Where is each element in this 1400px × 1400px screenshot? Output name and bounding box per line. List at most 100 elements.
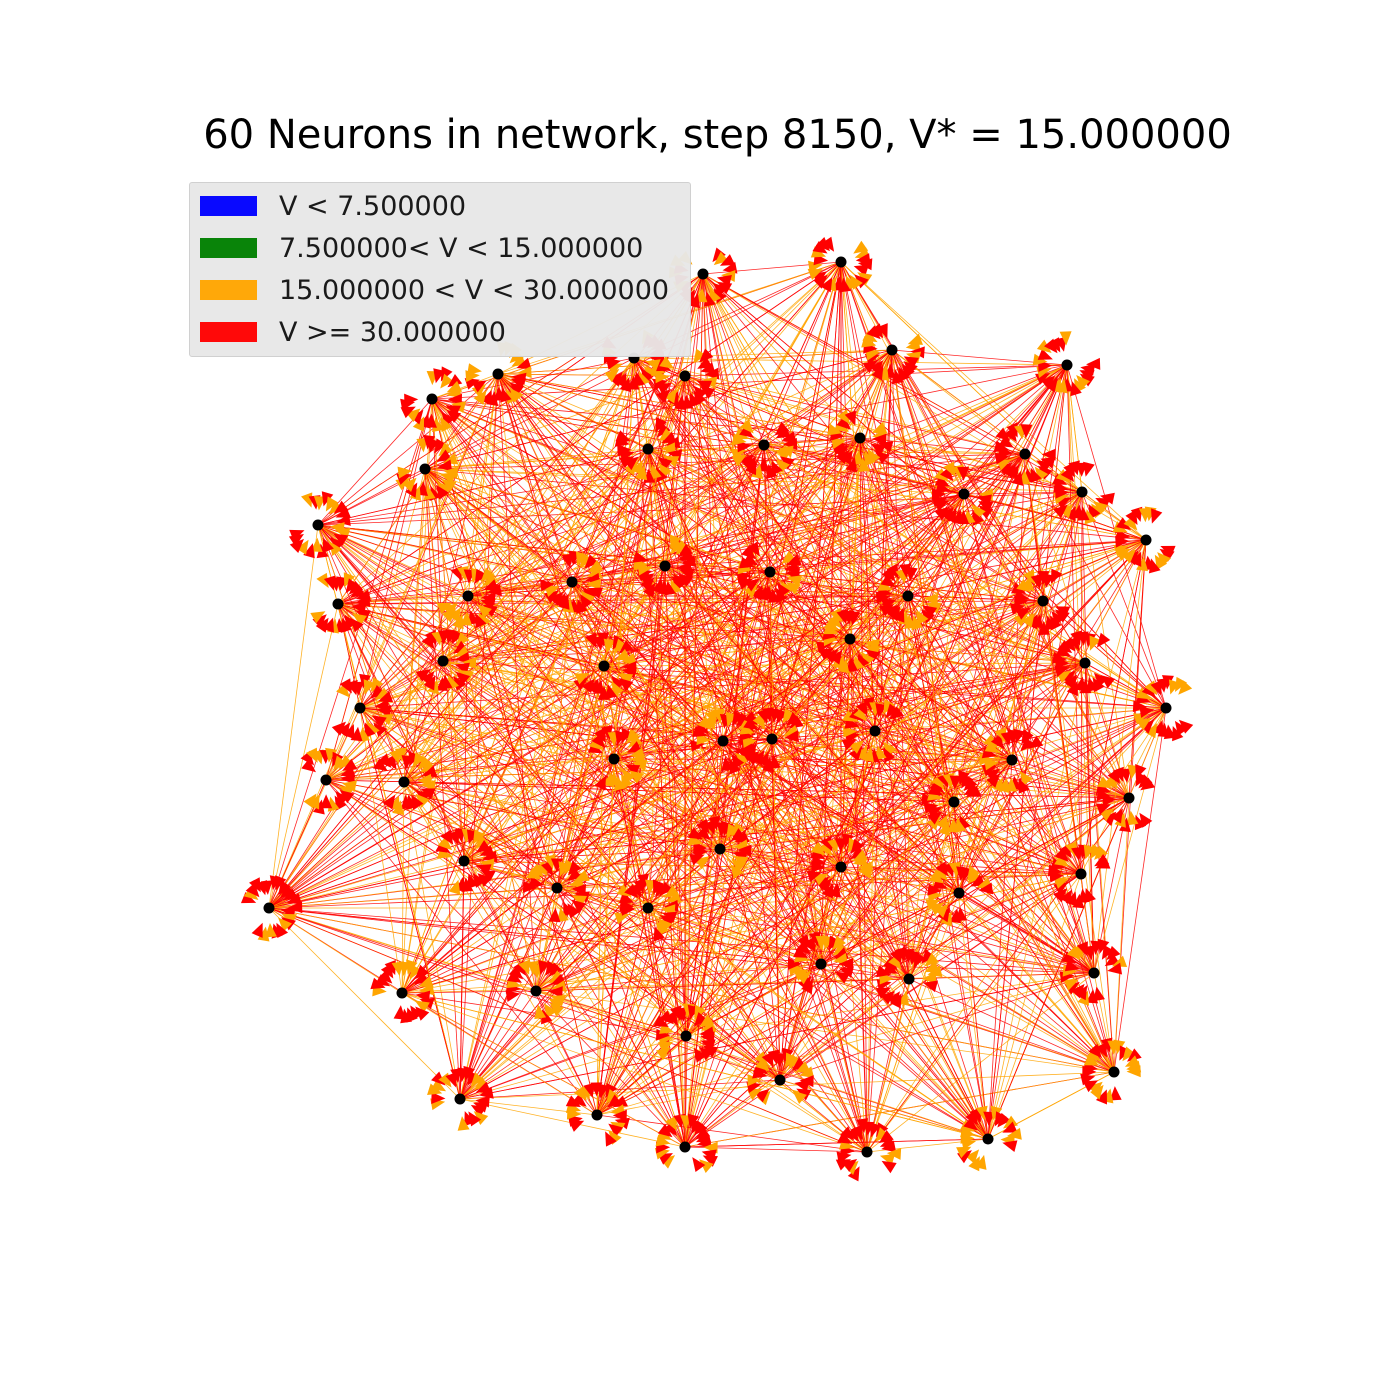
arrowhead xyxy=(966,785,982,797)
arrowhead xyxy=(612,1109,627,1122)
edge xyxy=(571,581,955,803)
arrowhead xyxy=(1054,336,1067,352)
arrowhead xyxy=(479,858,495,871)
arrowhead xyxy=(957,466,970,481)
arrowhead xyxy=(1052,651,1067,664)
arrowhead xyxy=(1053,877,1070,889)
edge xyxy=(596,797,1130,1116)
arrowhead xyxy=(793,969,809,981)
arrowhead xyxy=(1038,620,1051,635)
arrowhead xyxy=(637,873,650,889)
arrowhead xyxy=(1086,989,1099,1004)
arrowhead xyxy=(564,859,577,875)
arrowhead xyxy=(836,1151,852,1164)
edge xyxy=(771,738,1115,1073)
edge xyxy=(891,349,989,1140)
edge xyxy=(840,491,1083,868)
arrowhead xyxy=(612,1095,629,1108)
edge xyxy=(401,600,1044,994)
arrowhead xyxy=(1126,1048,1142,1062)
edge xyxy=(459,600,1044,1100)
edge xyxy=(401,992,989,1140)
edge xyxy=(325,398,433,781)
arrowhead xyxy=(834,838,847,853)
arrowhead xyxy=(886,1147,902,1160)
arrowhead xyxy=(245,882,260,898)
edge xyxy=(702,273,771,573)
neuron-node xyxy=(598,660,610,672)
arrowhead xyxy=(608,1123,624,1137)
arrowhead xyxy=(1109,1086,1122,1101)
edge xyxy=(613,758,687,1037)
neuron-node xyxy=(697,268,709,280)
arrowhead xyxy=(963,1117,978,1131)
arrowhead xyxy=(978,501,994,513)
arrowhead xyxy=(618,640,634,654)
edge xyxy=(337,565,666,605)
edge xyxy=(1081,491,1147,541)
arrowhead xyxy=(1134,814,1147,831)
arrowhead xyxy=(1063,979,1079,991)
edge xyxy=(401,273,704,994)
arrowhead xyxy=(629,770,644,784)
edge xyxy=(840,866,989,1140)
arrowhead xyxy=(703,291,716,307)
arrowhead xyxy=(845,457,858,473)
arrowhead xyxy=(457,1116,470,1131)
arrowhead xyxy=(1089,635,1101,651)
neuron-node xyxy=(454,1093,466,1105)
arrowhead xyxy=(922,972,937,985)
arrowhead xyxy=(737,578,753,590)
edge xyxy=(325,453,1026,781)
arrowhead xyxy=(404,393,419,406)
edge xyxy=(463,740,724,862)
arrowhead xyxy=(929,870,945,884)
arrowhead xyxy=(567,860,582,876)
arrowhead xyxy=(331,721,347,736)
arrowhead xyxy=(739,424,755,438)
arrowhead xyxy=(782,708,796,724)
arrowhead xyxy=(627,734,643,748)
arrowhead xyxy=(301,758,317,773)
legend-label: V < 7.500000 xyxy=(279,190,467,222)
edge xyxy=(337,603,721,850)
edge xyxy=(497,373,960,894)
edge xyxy=(596,907,649,1116)
arrowhead xyxy=(1037,348,1053,360)
arrowhead xyxy=(397,466,413,479)
arrowhead xyxy=(400,794,413,810)
arrowhead xyxy=(615,430,631,442)
arrowhead xyxy=(1065,841,1077,857)
edge xyxy=(442,349,893,662)
arrowhead xyxy=(657,456,673,471)
arrowhead xyxy=(251,922,263,938)
edge xyxy=(779,261,842,1081)
edge xyxy=(431,398,876,732)
arrowhead xyxy=(1066,945,1081,961)
arrowhead xyxy=(414,1000,430,1013)
neuron-node xyxy=(869,725,881,737)
arrowhead xyxy=(846,657,858,672)
arrowhead xyxy=(289,538,304,553)
arrowhead xyxy=(1009,603,1025,615)
arrowhead xyxy=(807,268,823,281)
arrowhead xyxy=(1122,1046,1136,1062)
arrowhead xyxy=(1083,945,1095,961)
arrowhead xyxy=(956,1146,972,1159)
arrowhead xyxy=(794,1079,810,1092)
edge xyxy=(771,738,1095,974)
edge xyxy=(953,801,960,894)
edge xyxy=(596,375,686,1116)
arrowheads-layer xyxy=(240,236,1194,1182)
edge xyxy=(571,581,989,1140)
arrowhead xyxy=(1020,737,1035,752)
edge xyxy=(337,603,465,862)
arrowhead xyxy=(448,879,461,895)
arrowhead xyxy=(981,765,997,777)
legend-entry-mid-high: 15.000000 < V < 30.000000 xyxy=(200,270,669,310)
edge xyxy=(647,565,666,909)
neuron-node xyxy=(1075,868,1087,880)
legend-swatch-red xyxy=(200,322,257,342)
arrowhead xyxy=(820,277,833,293)
arrowhead xyxy=(580,591,596,606)
